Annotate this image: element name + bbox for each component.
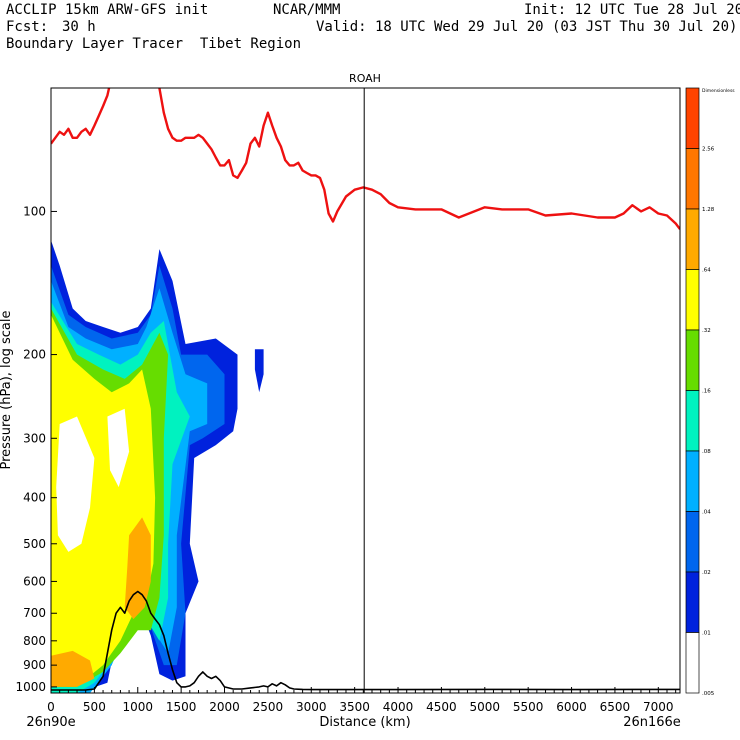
tracer-fields xyxy=(51,240,264,693)
colorbar-label: .01 xyxy=(702,631,711,637)
y-tick-label: 800 xyxy=(23,634,46,648)
y-tick-label: 900 xyxy=(23,658,46,672)
tracer-field-8 xyxy=(51,650,95,687)
colorbar-bin xyxy=(685,329,700,391)
x-tick-label: 4500 xyxy=(426,700,457,714)
colorbar-label: .04 xyxy=(702,510,711,516)
colorbar-bin xyxy=(685,148,700,210)
x-axis-label: Distance (km) xyxy=(319,715,410,730)
colorbar-label: .32 xyxy=(702,328,711,334)
product-title: Boundary Layer Tracer Tibet Region xyxy=(6,36,302,52)
x-tick-label: 5500 xyxy=(513,700,544,714)
tracer-field-9 xyxy=(56,416,95,552)
y-tick-label: 700 xyxy=(23,606,46,620)
x-tick-label: 2000 xyxy=(209,700,240,714)
init-time: Init: 12 UTC Tue 28 Jul 20 xyxy=(524,2,740,18)
colorbar-bin xyxy=(685,208,700,270)
y-tick-label: 100 xyxy=(23,204,46,218)
colorbar-label: Dimensionless xyxy=(702,88,735,94)
x-tick-label: 6500 xyxy=(600,700,631,714)
x-tick-label: 6000 xyxy=(556,700,587,714)
colorbar-bin xyxy=(685,571,700,633)
x-end-label: 26n166e xyxy=(623,715,681,730)
x-tick-label: 5000 xyxy=(470,700,501,714)
colorbar-bin xyxy=(685,390,700,452)
tracer-field-7 xyxy=(124,517,151,620)
organization: NCAR/MMM xyxy=(273,2,341,18)
y-tick-label: 400 xyxy=(23,491,46,505)
colorbar-bin xyxy=(685,87,700,149)
x-start-label: 26n90e xyxy=(26,715,75,730)
x-tick-label: 0 xyxy=(47,700,55,714)
forecast-label: Fcst: xyxy=(6,19,49,35)
valid-time: Valid: 18 UTC Wed 29 Jul 20 (03 JST Thu … xyxy=(316,19,738,35)
x-axis: 0 500 1000 1500 2000 2500 3000 3500 4000 4500 5000… xyxy=(47,687,677,714)
y-tick-label: 1000 xyxy=(15,680,46,694)
colorbar-bin xyxy=(685,632,700,694)
y-tick-label: 500 xyxy=(23,537,46,551)
terrain-line xyxy=(51,590,680,691)
x-tick-label: 3500 xyxy=(339,700,370,714)
colorbar-label: .64 xyxy=(702,268,711,274)
colorbar-label: 2.56 xyxy=(702,147,715,153)
forecast-hour: 30 h xyxy=(62,19,96,35)
y-tick-label: 200 xyxy=(23,348,46,362)
colorbar-label: .08 xyxy=(702,449,711,455)
colorbar-bin xyxy=(685,450,700,512)
y-axis: 100 200 300 400 500 600 700 800 900 1000 xyxy=(15,204,57,694)
colorbar-label: .02 xyxy=(702,570,711,576)
profile-lines xyxy=(51,88,680,693)
tropopause-line xyxy=(51,88,680,230)
tracer-field-1 xyxy=(254,349,264,393)
colorbar-label: .005 xyxy=(702,691,715,697)
y-tick-label: 600 xyxy=(23,574,46,588)
x-tick-label: 500 xyxy=(83,700,106,714)
colorbar-label: .16 xyxy=(702,389,711,395)
colorbar-label: 1.28 xyxy=(702,207,715,213)
tracer-field-10 xyxy=(107,408,130,488)
plot-frame xyxy=(50,87,681,694)
x-tick-label: 4000 xyxy=(383,700,414,714)
y-tick-label: 300 xyxy=(23,431,46,445)
colorbar: Dimensionless 2.56 1.28 .64 .32 .16 .08 .04 .02.… xyxy=(685,87,735,697)
colorbar-bin xyxy=(685,511,700,573)
x-tick-label: 1500 xyxy=(166,700,197,714)
x-tick-label: 1000 xyxy=(122,700,153,714)
x-tick-label: 7000 xyxy=(643,700,674,714)
x-tick-label: 3000 xyxy=(296,700,327,714)
x-tick-label: 2500 xyxy=(253,700,284,714)
model-title: ACCLIP 15km ARW-GFS init xyxy=(6,2,209,18)
y-axis-label: Pressure (hPa), log scale xyxy=(0,311,14,470)
chart-title: ROAH xyxy=(349,72,381,85)
colorbar-bin xyxy=(685,269,700,331)
